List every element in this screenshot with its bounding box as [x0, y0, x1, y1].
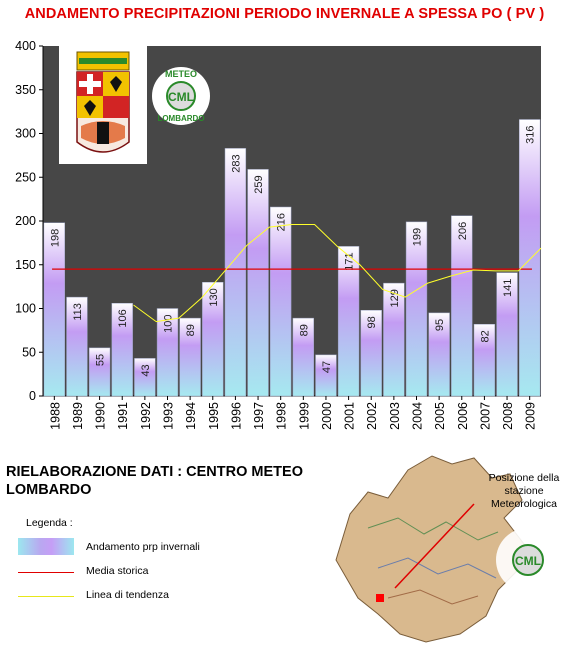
precipitation-chart: Media globale di precipitazioni mesi di … [15, 34, 542, 430]
x-tick-label: 1990 [94, 402, 108, 430]
x-tick-label: 2009 [524, 402, 538, 430]
bar-value-label: 171 [344, 252, 356, 270]
y-tick-label: 200 [15, 214, 36, 228]
coat-of-arms-emblem [59, 46, 147, 164]
bar-value-label: 98 [366, 316, 378, 328]
x-tick-label: 2007 [478, 402, 492, 430]
legend-label-bars: Andamento prp invernali [86, 541, 200, 553]
bar-value-label: 82 [479, 330, 491, 342]
bar-value-label: 198 [49, 229, 61, 247]
bar-value-label: 89 [185, 324, 197, 336]
y-tick-label: 50 [22, 345, 36, 359]
y-tick-label: 150 [15, 258, 36, 272]
bar [519, 119, 541, 397]
cml-logo: CML METEO LOMBARDO [152, 67, 210, 125]
x-tick-label: 1992 [139, 402, 153, 430]
bar-value-label: 130 [208, 288, 220, 306]
bar-value-label: 100 [163, 315, 175, 333]
x-tick-label: 2006 [456, 402, 470, 430]
x-tick-label: 2004 [411, 402, 425, 430]
x-tick-label: 1988 [48, 402, 62, 430]
bar-value-label: 283 [230, 154, 242, 172]
bar-value-label: 129 [389, 289, 401, 307]
x-tick-label: 1998 [275, 402, 289, 430]
map-pointer-line [394, 503, 475, 589]
cml-logo-monogram: CML [168, 90, 194, 104]
bar [451, 215, 473, 397]
legend-label-media: Media storica [86, 565, 149, 577]
lombardy-map: CML [335, 455, 560, 643]
bar [405, 221, 428, 397]
x-tick-label: 1996 [229, 402, 243, 430]
x-tick-label: 1999 [297, 402, 311, 430]
x-tick-label: 2008 [501, 402, 515, 430]
x-tick-label: 1991 [116, 402, 130, 430]
page-title: ANDAMENTO PRECIPITAZIONI PERIODO INVERNA… [24, 6, 545, 22]
bar-value-label: 199 [412, 228, 424, 246]
x-tick-label: 1994 [184, 402, 198, 430]
bar-value-label: 141 [502, 279, 514, 297]
legend-swatch-bars [18, 538, 74, 555]
legend-label-trend: Linea di tendenza [86, 589, 169, 601]
x-tick-label: 2003 [388, 402, 402, 430]
bar-value-label: 43 [140, 364, 152, 376]
x-tick-label: 1997 [252, 402, 266, 430]
bar-value-label: 216 [276, 213, 288, 231]
y-tick-label: 250 [15, 170, 36, 184]
cml-logo-map-monogram: CML [515, 554, 541, 568]
map-caption: Posizione della stazione Meteorologica [488, 472, 560, 510]
x-tick-label: 2005 [433, 402, 447, 430]
bar-value-label: 95 [434, 319, 446, 331]
legend-swatch-trend [18, 596, 74, 597]
x-tick-label: 2002 [365, 402, 379, 430]
x-tick-label: 1989 [71, 402, 85, 430]
y-tick-label: 400 [15, 39, 36, 53]
bar-value-label: 206 [457, 222, 469, 240]
cml-logo-map: CML [496, 528, 560, 592]
bar-value-label: 89 [298, 324, 310, 336]
bar-value-label: 47 [321, 361, 333, 373]
bar-value-label: 113 [72, 303, 84, 321]
legend-swatch-media [18, 572, 74, 573]
legend-title: Legenda : [26, 517, 73, 529]
trend-line [133, 224, 542, 323]
bar-value-label: 55 [95, 354, 107, 366]
x-tick-label: 1995 [207, 402, 221, 430]
bar [270, 206, 292, 397]
x-tick-label: 1993 [162, 402, 176, 430]
bar [43, 222, 65, 397]
y-tick-label: 0 [29, 389, 36, 403]
x-tick-label: 2001 [343, 402, 357, 430]
chart-subtitle: Media globale di precipitazioni mesi di … [140, 34, 449, 45]
bar-value-label: 259 [253, 175, 265, 193]
bar [247, 169, 269, 397]
y-tick-label: 300 [15, 127, 36, 141]
y-tick-label: 350 [15, 83, 36, 97]
cml-logo-text: METEO [165, 69, 197, 79]
bar-value-label: 106 [117, 309, 129, 327]
cml-logo-text-bottom: LOMBARDO [157, 114, 204, 123]
station-marker [376, 594, 384, 602]
x-tick-label: 2000 [320, 402, 334, 430]
y-tick-label: 100 [15, 302, 36, 316]
bar [224, 148, 247, 397]
data-credit: RIELABORAZIONE DATI : CENTRO METEO LOMBA… [6, 464, 303, 498]
bar-value-label: 316 [525, 126, 537, 144]
